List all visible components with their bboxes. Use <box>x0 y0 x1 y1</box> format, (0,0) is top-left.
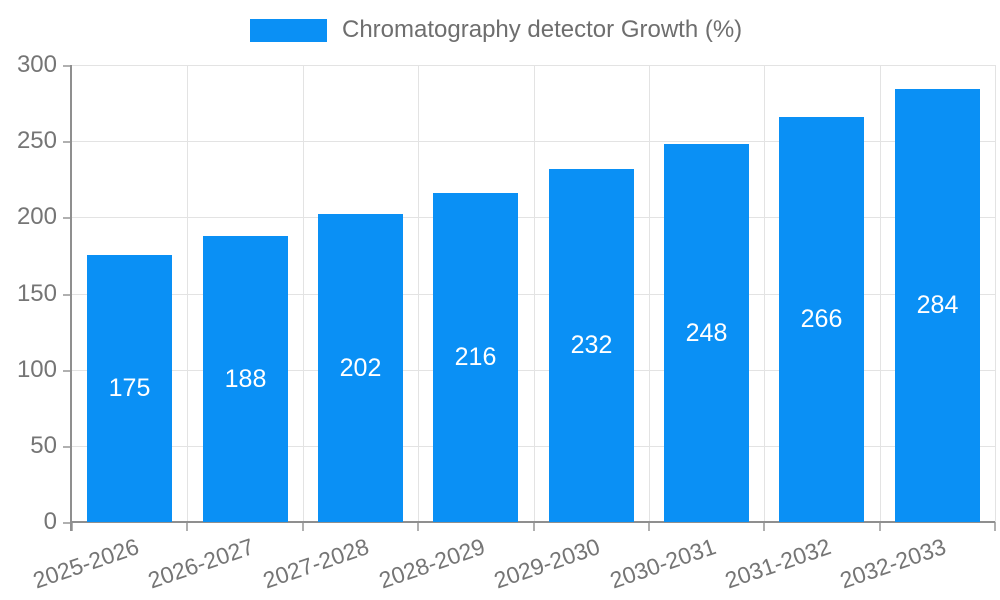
y-tick <box>63 522 72 524</box>
x-axis-label: 2025-2026 <box>29 533 143 594</box>
x-axis-label: 2030-2031 <box>606 533 720 594</box>
y-gridline <box>72 446 995 447</box>
x-gridline <box>880 65 881 522</box>
x-gridline <box>649 65 650 522</box>
bar: 175 <box>87 255 172 522</box>
y-tick <box>63 446 72 448</box>
bar: 284 <box>895 89 980 522</box>
bar: 266 <box>779 117 864 522</box>
x-tick <box>186 522 188 531</box>
y-axis-label: 200 <box>16 203 57 230</box>
legend-swatch <box>250 18 327 42</box>
y-axis-label: 150 <box>16 280 57 307</box>
x-axis-line <box>70 521 995 523</box>
x-tick <box>763 522 765 531</box>
legend-label: Chromatography detector Growth (%) <box>342 16 743 43</box>
x-tick <box>994 522 996 531</box>
y-axis-label: 0 <box>43 508 57 535</box>
y-gridline <box>72 141 995 142</box>
y-gridline <box>72 294 995 295</box>
x-gridline <box>995 65 996 522</box>
x-axis-label: 2029-2030 <box>490 533 604 594</box>
bar: 232 <box>549 169 634 522</box>
bar-value-label: 175 <box>108 374 151 402</box>
y-tick <box>63 294 72 296</box>
y-tick <box>63 217 72 219</box>
bar-value-label: 232 <box>570 331 613 359</box>
x-gridline <box>534 65 535 522</box>
x-axis-label: 2032-2033 <box>836 533 950 594</box>
x-axis-label: 2026-2027 <box>144 533 258 594</box>
bar-value-label: 284 <box>916 291 959 319</box>
x-tick <box>417 522 419 531</box>
x-axis-label: 2028-2029 <box>375 533 489 594</box>
x-axis-label: 2031-2032 <box>721 533 835 594</box>
bar: 202 <box>318 214 403 522</box>
y-tick <box>63 370 72 372</box>
bar-value-label: 248 <box>685 318 728 347</box>
y-gridline <box>72 370 995 371</box>
y-axis-label: 250 <box>16 127 57 154</box>
x-gridline <box>303 65 304 522</box>
bar-value-label: 266 <box>800 305 843 333</box>
y-tick <box>63 141 72 143</box>
y-axis-line <box>70 65 72 531</box>
x-gridline <box>764 65 765 522</box>
y-gridline <box>72 217 995 218</box>
x-gridline <box>187 65 188 522</box>
x-gridline <box>418 65 419 522</box>
y-tick <box>63 65 72 67</box>
bar-value-label: 188 <box>224 364 267 393</box>
legend: Chromatography detector Growth (%) <box>250 17 742 43</box>
x-tick <box>879 522 881 531</box>
y-axis-label: 100 <box>16 356 57 383</box>
bar: 216 <box>433 193 518 522</box>
y-axis-label: 50 <box>30 432 57 459</box>
x-tick <box>71 522 73 531</box>
y-axis-label: 300 <box>16 51 57 78</box>
bar-value-label: 216 <box>454 343 497 371</box>
y-gridline <box>72 65 995 66</box>
x-tick <box>302 522 304 531</box>
x-axis-label: 2027-2028 <box>259 533 373 594</box>
x-tick <box>648 522 650 531</box>
bar-value-label: 202 <box>339 353 382 382</box>
bar: 248 <box>664 144 749 522</box>
bar: 188 <box>203 236 288 522</box>
x-tick <box>533 522 535 531</box>
